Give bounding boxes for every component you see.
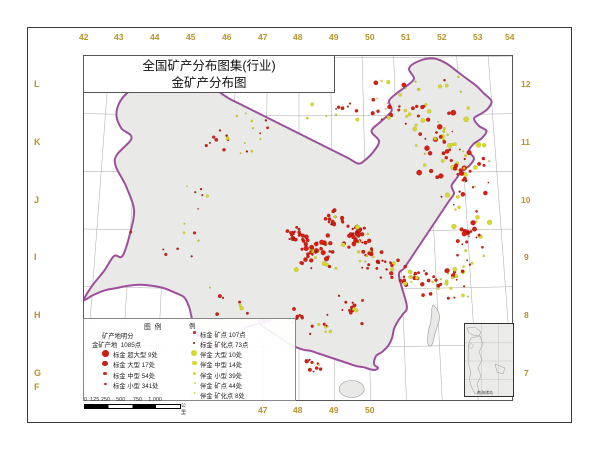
svg-text:南海诸岛: 南海诸岛 [477, 389, 493, 395]
